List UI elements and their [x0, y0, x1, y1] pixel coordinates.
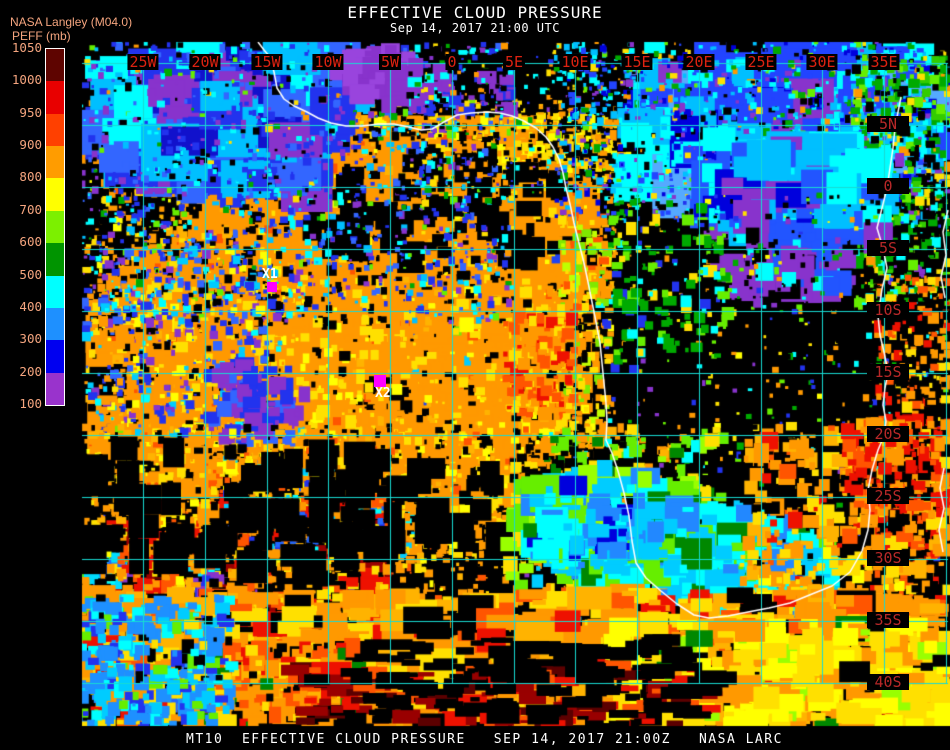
colorbar-tick: 1050	[11, 40, 42, 55]
longitude-label: 15W	[251, 53, 283, 71]
longitude-label: 0	[445, 53, 459, 71]
latitude-label: 35S	[867, 612, 909, 628]
latitude-label: 40S	[867, 674, 909, 690]
source-label: NASA Langley (M04.0)	[10, 15, 133, 29]
colorbar-tick: 900	[19, 137, 42, 153]
colorbar-tick: 500	[19, 266, 42, 282]
colorbar-segment-1	[46, 81, 64, 114]
timestamp-subtitle: Sep 14, 2017 21:00 UTC	[390, 21, 560, 35]
latitude-label: 5S	[867, 240, 909, 256]
colorbar-segment-7	[46, 275, 64, 308]
marker-dot-X1	[267, 282, 277, 292]
colorbar-segment-2	[46, 113, 64, 147]
latitude-label: 15S	[867, 364, 909, 380]
latitude-label: 20S	[867, 426, 909, 442]
longitude-label: 15E	[621, 53, 653, 71]
longitude-label: 30E	[806, 53, 838, 71]
colorbar-tick: 1000	[11, 72, 42, 88]
latitude-label: 25S	[867, 488, 909, 504]
colorbar-tick: 800	[19, 169, 42, 185]
footer-caption: MT10 EFFECTIVE CLOUD PRESSURE SEP 14, 20…	[186, 732, 783, 747]
longitude-label: 35E	[868, 53, 900, 71]
colorbar-units-label: PEFF (mb)	[12, 29, 71, 43]
colorbar-tick: 200	[19, 363, 42, 379]
colorbar-segment-6	[46, 243, 64, 276]
colorbar-tick: 600	[19, 234, 42, 250]
longitude-label: 5W	[378, 53, 402, 71]
colorbar-segment-3	[46, 146, 64, 179]
colorbar-segment-4	[46, 178, 64, 211]
colorbar-tick: 950	[19, 104, 42, 120]
colorbar-segment-9	[46, 340, 64, 373]
latitude-label: 0	[867, 178, 909, 194]
longitude-label: 20W	[189, 53, 221, 71]
page-title: EFFECTIVE CLOUD PRESSURE	[347, 3, 603, 22]
colorbar-tick: 300	[19, 331, 42, 347]
longitude-label: 25W	[127, 53, 159, 71]
marker-label: X2	[375, 386, 391, 401]
latitude-label: 5N	[867, 116, 909, 132]
longitude-label: 25E	[745, 53, 777, 71]
marker-label: X1	[262, 267, 278, 282]
colorbar-segment-0	[46, 49, 64, 82]
colorbar-segment-5	[46, 210, 64, 244]
colorbar-segment-10	[46, 372, 64, 405]
colorbar-tick: 400	[19, 298, 42, 314]
longitude-label: 5E	[502, 53, 526, 71]
longitude-label: 10E	[559, 53, 591, 71]
latitude-label: 30S	[867, 550, 909, 566]
latitude-label: 10S	[867, 302, 909, 318]
longitude-label: 10W	[312, 53, 344, 71]
colorbar-segment-8	[46, 307, 64, 341]
colorbar-tick: 700	[19, 201, 42, 217]
longitude-label: 20E	[683, 53, 715, 71]
pressure-colorbar	[45, 48, 65, 406]
colorbar-tick: 100	[19, 396, 42, 411]
marker-dot-X2	[374, 375, 386, 387]
